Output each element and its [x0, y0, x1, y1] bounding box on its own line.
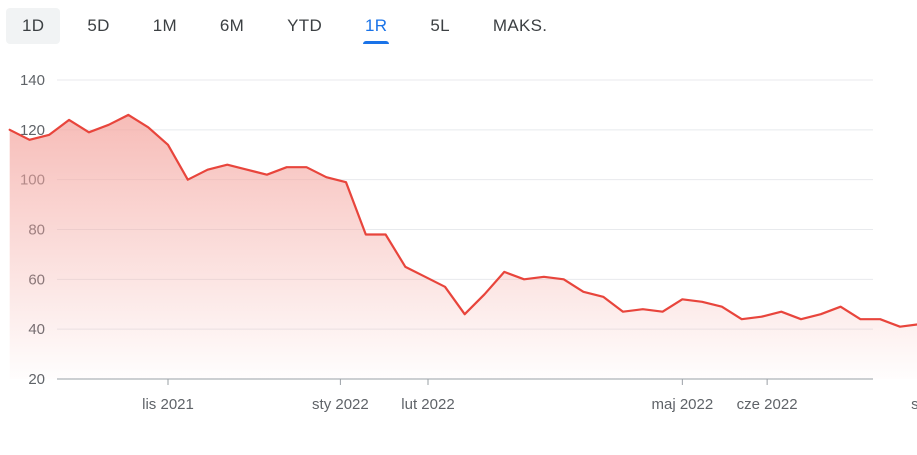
range-tab-5l[interactable]: 5L	[430, 16, 450, 35]
range-tab-5d[interactable]: 5D	[87, 16, 110, 35]
range-tab-1d[interactable]: 1D	[6, 8, 61, 44]
range-tab-ytd[interactable]: YTD	[287, 16, 323, 35]
x-tick-label: cze 2022	[737, 396, 798, 413]
x-tick-label: lut 2022	[401, 396, 454, 413]
y-tick-label: 120	[20, 122, 45, 139]
range-tab-1m[interactable]: 1M	[152, 16, 177, 35]
x-axis: lis 2021 sty 2022 lut 2022 maj 2022 cze 2022…	[142, 379, 917, 413]
x-tick-label: lis 2021	[142, 396, 194, 413]
price-line[interactable]	[8, 113, 917, 344]
x-tick-label: sie 2022	[911, 396, 917, 413]
y-tick-label: 140	[20, 72, 45, 89]
range-tab-1r[interactable]: 1R	[349, 8, 403, 44]
range-tab-maks[interactable]: MAKS.	[492, 16, 548, 35]
price-area-fill	[9, 114, 917, 379]
x-tick-label: maj 2022	[651, 396, 713, 413]
range-tabs: 1D 5D 1M 6M YTD 1R 5L MAKS.	[6, 8, 574, 44]
x-tick-label: sty 2022	[312, 396, 369, 413]
range-tab-6m[interactable]: 6M	[219, 16, 245, 35]
